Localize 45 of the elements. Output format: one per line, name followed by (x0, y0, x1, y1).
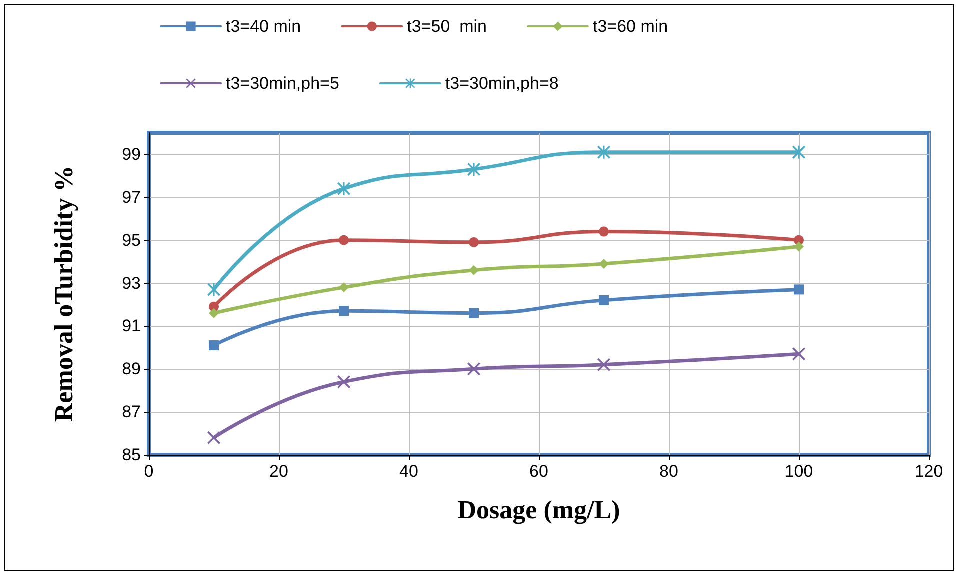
point (208, 283, 220, 296)
x-tick-label: 60 (530, 462, 548, 481)
point (338, 182, 350, 196)
point (468, 362, 480, 376)
y-tick-label: 97 (122, 188, 141, 207)
x-tick-label: 100 (784, 462, 814, 481)
point (794, 284, 804, 295)
point (599, 258, 609, 269)
x-tick-label: 0 (144, 462, 154, 481)
point (209, 340, 219, 351)
point (792, 348, 806, 361)
y-axis-title: Removal oTurbidity % (50, 166, 78, 422)
point (469, 308, 479, 318)
y-tick-label: 93 (122, 274, 141, 293)
x-tick-label: 80 (660, 462, 678, 481)
point (598, 146, 610, 159)
point (599, 295, 609, 306)
x-tick-label: 120 (914, 462, 944, 481)
y-tick-label: 87 (122, 402, 141, 422)
y-tick-label: 99 (122, 144, 141, 164)
point (209, 308, 219, 318)
y-tick-label: 85 (122, 446, 141, 464)
point (792, 146, 806, 159)
point (339, 235, 349, 246)
x-axis-title: Dosage (mg/L) (458, 496, 620, 524)
point (469, 237, 479, 248)
legend-label: t3=30min,ph=8 (445, 74, 559, 93)
point (339, 282, 349, 293)
y-tick-label: 95 (122, 230, 141, 250)
point (468, 162, 480, 176)
y-tick-label: 91 (122, 316, 141, 336)
point (338, 376, 350, 389)
legend-label: t3=30min,ph=5 (226, 74, 340, 93)
y-tick-label: 89 (122, 360, 141, 379)
point (339, 306, 349, 316)
legend-label: t3=40 min (226, 17, 302, 36)
x-tick-label: 20 (270, 462, 288, 481)
x-tick-label: 40 (400, 462, 418, 481)
legend-label: t3=50 min (407, 17, 487, 36)
point (599, 226, 609, 237)
legend-label: t3=60 min (592, 17, 668, 36)
point (794, 242, 804, 252)
point (598, 358, 610, 372)
point (469, 265, 479, 276)
point (208, 431, 220, 444)
